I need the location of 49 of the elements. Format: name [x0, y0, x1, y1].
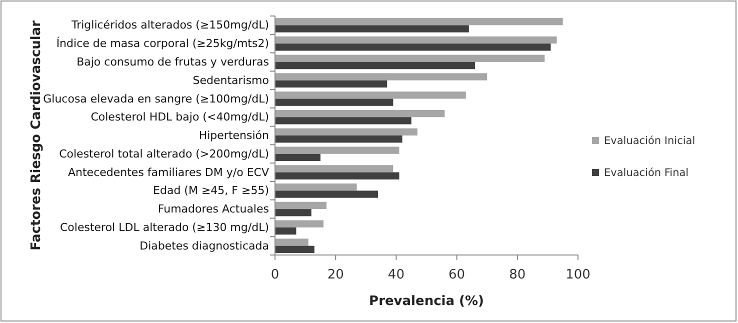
bar — [275, 227, 296, 235]
bar — [275, 36, 557, 44]
bar — [275, 238, 308, 246]
x-tick-label: 100 — [566, 268, 590, 283]
bar — [275, 190, 378, 198]
y-tick-label: Fumadores Actuales — [158, 202, 270, 216]
y-tick-label: Glucosa elevada en sangre (≥100mg/dL) — [43, 92, 269, 106]
y-tick-label: Colesterol LDL alterado (≥130 mg/dL) — [60, 220, 269, 234]
bar — [275, 110, 445, 118]
bar — [275, 54, 545, 62]
x-tick-label: 40 — [388, 268, 404, 283]
bar — [275, 44, 551, 51]
legend-label: Evaluación Final — [604, 167, 689, 179]
y-tick-label: Triglicéridos alterados (≥150mg/dL) — [70, 18, 269, 32]
y-tick-label: Edad (M ≥45, F ≥55) — [153, 184, 269, 198]
x-axis-title: Prevalencia (%) — [369, 294, 484, 309]
bar — [275, 136, 402, 143]
bar — [275, 172, 400, 180]
bar — [275, 80, 388, 88]
y-tick-label: Hipertensión — [198, 129, 270, 142]
bar — [275, 117, 412, 124]
bar — [275, 209, 312, 216]
legend-label: Evaluación Inicial — [604, 135, 696, 147]
bar — [275, 165, 394, 172]
bar — [275, 202, 327, 210]
y-tick-label: Colesterol HDL bajo (<40mg/dL) — [90, 110, 269, 124]
bar — [275, 146, 400, 154]
y-tick-label: Índice de masa corporal (≥25kg/mts2) — [56, 36, 269, 50]
y-axis-title: Factores Riesgo Cardiovascular — [29, 20, 44, 251]
bar — [275, 220, 324, 228]
bar — [275, 92, 466, 99]
bar — [275, 18, 563, 26]
x-tick-label: 80 — [509, 268, 526, 283]
x-tick-label: 0 — [270, 268, 280, 283]
y-tick-label: Diabetes diagnosticada — [140, 239, 269, 252]
y-tick-label: Bajo consumo de frutas y verduras — [76, 55, 270, 68]
y-tick-label: Colesterol total alterado (>200mg/dL) — [59, 147, 269, 160]
bar — [275, 25, 469, 32]
bar — [275, 98, 394, 106]
bar — [275, 246, 314, 253]
bar — [275, 183, 357, 191]
y-tick-label: Antecedentes familiares DM y/o ECV — [68, 166, 270, 179]
bar — [275, 154, 320, 162]
y-tick-label: Sedentarismo — [192, 74, 270, 87]
bar — [275, 62, 475, 70]
x-tick-label: 60 — [448, 268, 466, 283]
bar — [275, 73, 488, 80]
x-tick-label: 20 — [327, 268, 344, 283]
bar — [275, 128, 418, 136]
